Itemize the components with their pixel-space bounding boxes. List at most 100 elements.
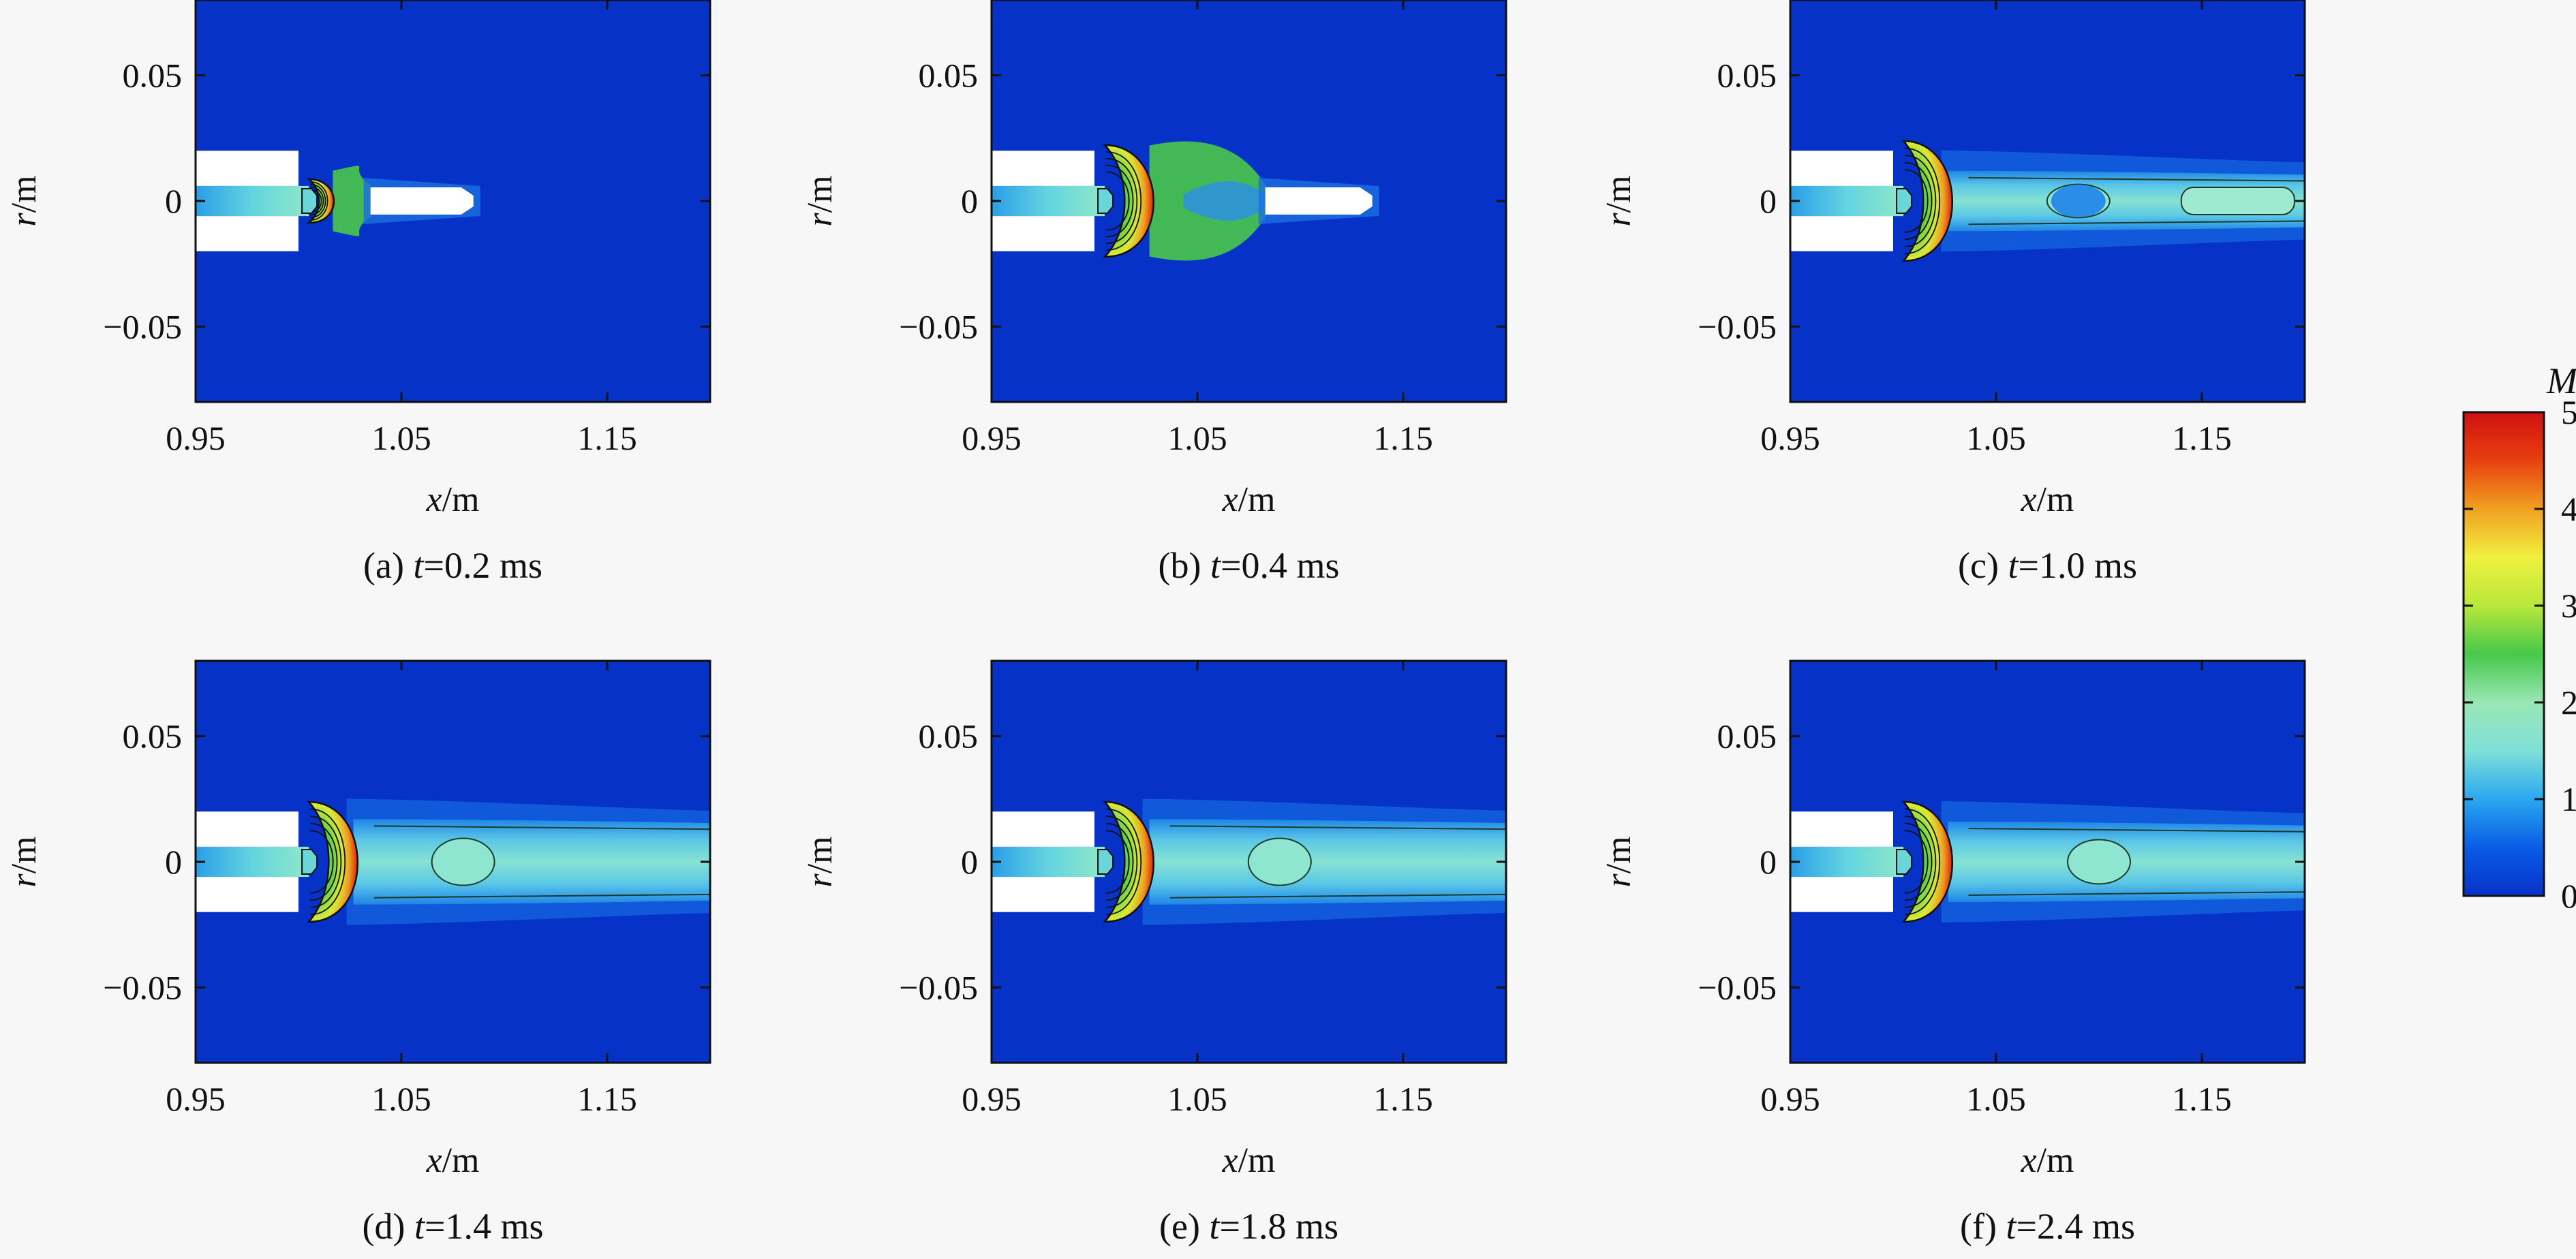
shock-contour [1106, 157, 1138, 245]
nozzle-wall-upper [196, 811, 298, 847]
nozzle-wall-lower [196, 216, 298, 251]
projectile [370, 187, 474, 215]
x-axis-label: x/m [2021, 480, 2074, 519]
x-axis-label-var: x [1222, 480, 1238, 519]
x-tick-label: 1.05 [1966, 419, 2026, 457]
shock-contour [1905, 830, 1929, 894]
plume-body [353, 819, 710, 905]
plume-body [1948, 822, 2305, 902]
nozzle-wall-lower [196, 877, 298, 912]
shock-contour [310, 189, 322, 213]
contour-line-upper [1169, 825, 1506, 830]
shock-contour [1106, 830, 1130, 894]
caption-value: =1.4 ms [425, 1206, 543, 1247]
shock-contour [1106, 822, 1134, 901]
panel-caption: (a) t=0.2 ms [363, 545, 542, 586]
mach-disk [301, 188, 318, 214]
panel-caption: (e) t=1.8 ms [1159, 1206, 1338, 1247]
x-tick-label: 1.15 [577, 1080, 637, 1118]
x-tick-label: 0.95 [1760, 419, 1820, 457]
shock-contour [1106, 151, 1141, 251]
x-axis-label-var: x [2021, 480, 2037, 519]
y-tick-label: −0.05 [899, 968, 978, 1006]
y-axis-label-var: r [5, 213, 44, 227]
panel-a: 0.95 1.05 1.150.050−0.05x/mr/m(a) t=0.2 ms [5, 0, 711, 586]
shock-contour [310, 830, 334, 894]
y-tick-label: 0 [1760, 843, 1777, 881]
shock-contour [1905, 815, 1937, 908]
x-tick-label: 1.05 [371, 419, 431, 457]
vortex-bubble [431, 837, 495, 886]
x-tick-label: 1.05 [371, 1080, 431, 1118]
x-axis-label-unit: /m [442, 1141, 480, 1180]
colorbar-tick-label: 3 [2561, 587, 2576, 625]
shock-contour [1106, 808, 1142, 916]
shock-contour [1905, 155, 1937, 247]
panel-f: 0.95 1.05 1.150.050−0.05x/mr/m(f) t=2.4 ms [1599, 659, 2306, 1247]
y-tick-label: 0.05 [1717, 717, 1777, 756]
colorbar-gradient [2462, 411, 2545, 897]
y-tick-label: 0 [165, 182, 182, 220]
x-tick-label: 1.05 [1167, 419, 1227, 457]
caption-value: =1.0 ms [2018, 545, 2136, 586]
caption-prefix: (d) [363, 1206, 414, 1247]
field-contour [992, 0, 1506, 402]
caption-prefix: (c) [1958, 545, 2008, 586]
x-axis-label: x/m [1222, 480, 1276, 519]
caption-prefix: (e) [1159, 1206, 1209, 1247]
caption-prefix: (b) [1159, 545, 1210, 586]
nozzle-wall-lower [1790, 877, 1893, 912]
y-tick-label: −0.05 [899, 307, 978, 345]
x-tick-label: 0.95 [962, 419, 1022, 457]
shock-contour [310, 815, 342, 908]
panel-caption: (c) t=1.0 ms [1958, 545, 2137, 586]
x-axis-label-unit: /m [1238, 1141, 1276, 1180]
contour-line-lower [1968, 220, 2305, 226]
colorbar-title: Ma [2546, 360, 2576, 401]
shock-contour [310, 183, 326, 219]
shock-contour [310, 822, 338, 901]
y-tick-label: −0.05 [1698, 968, 1777, 1006]
nozzle-wall-lower [992, 216, 1094, 251]
panel-d: 0.95 1.05 1.150.050−0.05x/mr/m(d) t=1.4 ms [5, 659, 711, 1247]
shock-contour [1106, 164, 1134, 238]
contour-line-lower [1169, 893, 1506, 899]
colorbar-tick-label: 2 [2561, 683, 2576, 721]
plume-body [1149, 819, 1506, 905]
panel-caption: (d) t=1.4 ms [363, 1206, 544, 1247]
mach-disk [1097, 188, 1114, 214]
x-axis-label-var: x [2021, 1141, 2037, 1180]
nozzle-wall-upper [992, 811, 1094, 847]
y-tick-label: 0 [961, 843, 978, 881]
x-tick-label: 1.15 [1373, 419, 1433, 457]
x-tick-label: 1.15 [577, 419, 637, 457]
jet-core [992, 185, 1105, 217]
nozzle-wall-upper [992, 151, 1094, 186]
y-axis-label: r/m [1599, 175, 1638, 226]
y-axis-label: r/m [801, 175, 840, 226]
caption-var: t [1210, 545, 1222, 586]
y-axis-label-unit: /m [1599, 836, 1638, 873]
panel-caption: (b) t=0.4 ms [1159, 545, 1340, 586]
caption-value: =0.2 ms [423, 545, 542, 586]
nozzle-wall-upper [196, 151, 298, 186]
y-tick-label: 0 [165, 843, 182, 881]
field-contour [196, 0, 710, 402]
contour-line-upper [1968, 176, 2305, 182]
shock-contour [1905, 808, 1941, 916]
caption-value: =2.4 ms [2016, 1206, 2134, 1247]
mach-disk [1896, 188, 1913, 214]
plume-green [333, 166, 371, 236]
y-axis-label: r/m [1599, 836, 1638, 887]
field-contour [1790, 0, 2305, 402]
shock-contour [310, 808, 346, 916]
colorbar-tick-label: 4 [2561, 490, 2576, 528]
x-tick-label: 0.95 [166, 1080, 226, 1118]
vortex-bubble [1247, 837, 1312, 886]
caption-var: t [413, 545, 425, 586]
panel-b: 0.95 1.05 1.150.050−0.05x/mr/m(b) t=0.4 ms [801, 0, 1507, 586]
bubble-inner [2051, 185, 2106, 217]
x-tick-label: 0.95 [1760, 1080, 1820, 1118]
jet-core [1790, 185, 1904, 217]
y-tick-label: 0 [961, 182, 978, 220]
